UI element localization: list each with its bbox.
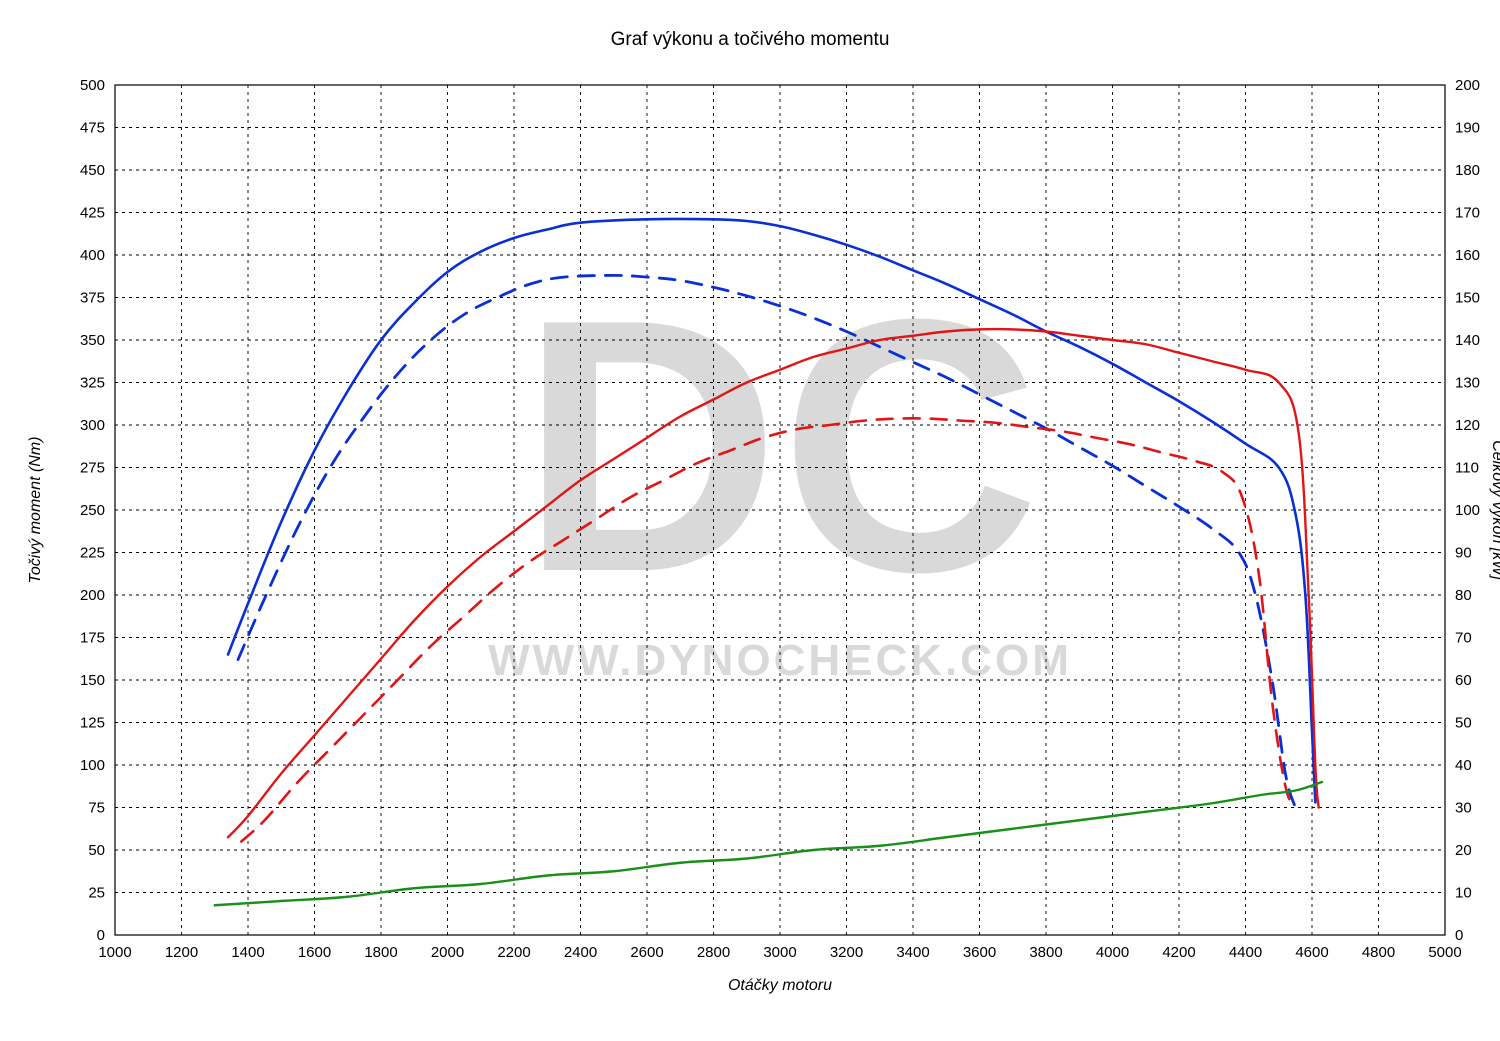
y-right-tick-label: 0 xyxy=(1455,927,1463,944)
y-right-tick-label: 130 xyxy=(1455,375,1480,392)
y-right-tick-label: 70 xyxy=(1455,630,1472,647)
y-right-tick-label: 20 xyxy=(1455,842,1472,859)
y-left-axis-label: Točivý moment (Nm) xyxy=(27,437,44,584)
chart-title: Graf výkonu a točivého momentu xyxy=(611,29,890,50)
x-tick-label: 2200 xyxy=(497,944,530,961)
y-right-tick-label: 160 xyxy=(1455,247,1480,264)
y-right-tick-label: 180 xyxy=(1455,162,1480,179)
y-left-tick-label: 400 xyxy=(80,247,105,264)
x-tick-label: 3400 xyxy=(896,944,929,961)
y-left-tick-label: 250 xyxy=(80,502,105,519)
x-tick-label: 4000 xyxy=(1096,944,1129,961)
x-tick-label: 2800 xyxy=(697,944,730,961)
x-axis-label: Otáčky motoru xyxy=(728,977,832,994)
y-left-tick-label: 500 xyxy=(80,77,105,94)
y-right-tick-label: 140 xyxy=(1455,332,1480,349)
y-left-tick-label: 50 xyxy=(88,842,105,859)
y-right-tick-label: 60 xyxy=(1455,672,1472,689)
y-right-tick-label: 50 xyxy=(1455,715,1472,732)
y-left-tick-label: 25 xyxy=(88,885,105,902)
x-tick-label: 5000 xyxy=(1428,944,1461,961)
y-right-tick-label: 30 xyxy=(1455,800,1472,817)
y-right-tick-label: 120 xyxy=(1455,417,1480,434)
x-tick-label: 2600 xyxy=(630,944,663,961)
y-right-tick-label: 80 xyxy=(1455,587,1472,604)
y-right-tick-label: 110 xyxy=(1455,460,1479,477)
y-left-tick-label: 375 xyxy=(80,290,105,307)
y-right-tick-label: 100 xyxy=(1455,502,1480,519)
x-tick-label: 4200 xyxy=(1162,944,1195,961)
x-tick-label: 3600 xyxy=(963,944,996,961)
y-left-tick-label: 350 xyxy=(80,332,105,349)
y-left-tick-label: 125 xyxy=(80,715,105,732)
y-left-tick-label: 325 xyxy=(80,375,105,392)
y-left-tick-label: 150 xyxy=(80,672,105,689)
x-tick-label: 2400 xyxy=(564,944,597,961)
x-tick-label: 1200 xyxy=(165,944,198,961)
x-tick-label: 4800 xyxy=(1362,944,1395,961)
y-left-tick-label: 0 xyxy=(97,927,105,944)
y-left-tick-label: 200 xyxy=(80,587,105,604)
y-left-tick-label: 75 xyxy=(88,800,105,817)
x-tick-label: 1000 xyxy=(98,944,131,961)
x-tick-label: 2000 xyxy=(431,944,464,961)
x-tick-label: 4600 xyxy=(1295,944,1328,961)
y-right-tick-label: 150 xyxy=(1455,290,1480,307)
y-right-tick-label: 170 xyxy=(1455,205,1480,222)
y-left-tick-label: 300 xyxy=(80,417,105,434)
y-left-tick-label: 100 xyxy=(80,757,105,774)
y-left-tick-label: 450 xyxy=(80,162,105,179)
x-tick-label: 1400 xyxy=(231,944,264,961)
x-tick-label: 3200 xyxy=(830,944,863,961)
y-right-tick-label: 90 xyxy=(1455,545,1472,562)
y-right-axis-label: Celkový výkon [kW] xyxy=(1489,440,1500,580)
y-left-tick-label: 475 xyxy=(80,120,105,137)
y-right-tick-label: 40 xyxy=(1455,757,1472,774)
y-left-tick-label: 225 xyxy=(80,545,105,562)
x-tick-label: 1600 xyxy=(298,944,331,961)
y-left-tick-label: 175 xyxy=(80,630,105,647)
y-right-tick-label: 200 xyxy=(1455,77,1480,94)
x-tick-label: 3800 xyxy=(1029,944,1062,961)
x-tick-label: 3000 xyxy=(763,944,796,961)
x-tick-label: 1800 xyxy=(364,944,397,961)
y-left-tick-label: 425 xyxy=(80,205,105,222)
y-right-tick-label: 10 xyxy=(1455,885,1472,902)
y-right-tick-label: 190 xyxy=(1455,120,1480,137)
chart-container: DCWWW.DYNOCHECK.COM100012001400160018002… xyxy=(0,0,1500,1041)
dyno-chart: DCWWW.DYNOCHECK.COM100012001400160018002… xyxy=(0,0,1500,1041)
y-left-tick-label: 275 xyxy=(80,460,105,477)
x-tick-label: 4400 xyxy=(1229,944,1262,961)
